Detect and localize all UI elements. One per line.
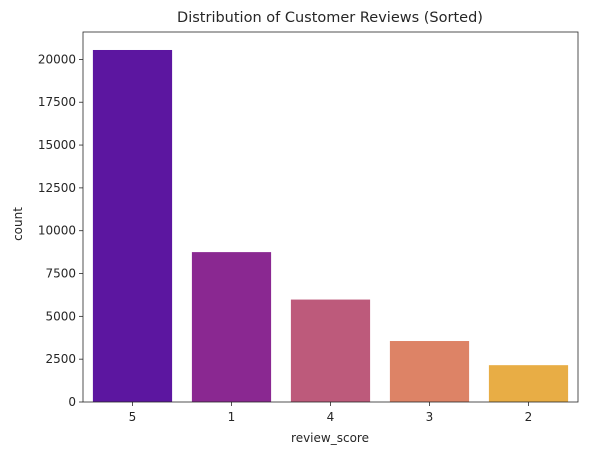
y-tick-label: 15000 — [38, 138, 76, 152]
bar-3 — [389, 341, 470, 402]
bars-group — [92, 49, 569, 402]
bar-5 — [92, 49, 173, 402]
x-tick-label: 3 — [426, 410, 434, 424]
y-tick-label: 2500 — [45, 352, 76, 366]
y-tick-label: 7500 — [45, 267, 76, 281]
x-axis-label: review_score — [291, 431, 369, 445]
x-tick-label: 1 — [228, 410, 236, 424]
x-tick-label: 4 — [327, 410, 335, 424]
bar-2 — [488, 365, 569, 402]
y-tick-label: 12500 — [38, 181, 76, 195]
y-tick-label: 10000 — [38, 224, 76, 238]
y-tick-label: 20000 — [38, 52, 76, 66]
plot-frame — [82, 31, 579, 403]
y-tick-label: 5000 — [45, 309, 76, 323]
bar-4 — [290, 299, 371, 402]
x-tick-label: 2 — [525, 410, 533, 424]
y-axis-label: count — [11, 207, 25, 241]
y-tick-label: 17500 — [38, 95, 76, 109]
chart-title: Distribution of Customer Reviews (Sorted… — [177, 10, 483, 26]
y-tick-label: 0 — [68, 395, 76, 409]
bar-1 — [191, 252, 272, 402]
y-axis-ticks: 0 2500 5000 7500 10000 12500 15000 17500 20000 — [38, 52, 83, 409]
x-axis-ticks: 5 1 4 3 2 — [129, 402, 533, 424]
x-tick-label: 5 — [129, 410, 137, 424]
